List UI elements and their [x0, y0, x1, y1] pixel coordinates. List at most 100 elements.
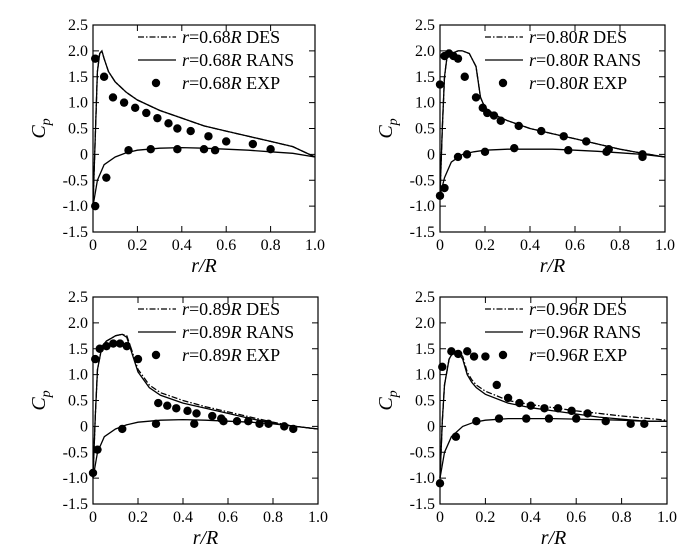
exp-data-point: [553, 404, 563, 413]
legend-marker: [498, 350, 508, 360]
y-tick-label: 2.0: [68, 315, 88, 332]
x-tick-label: 1.0: [305, 237, 325, 254]
x-tick-label: 1.0: [308, 509, 328, 526]
exp-data-point: [492, 380, 501, 390]
x-tick-label: 0.4: [520, 237, 540, 254]
exp-data-point: [515, 398, 524, 408]
exp-data-point: [481, 352, 490, 361]
y-tick-label: 2.0: [68, 43, 88, 60]
exp-data-point: [471, 93, 481, 102]
exp-data-point: [537, 126, 546, 136]
x-tick-label: 0.6: [216, 237, 236, 254]
y-tick-label: -1.5: [410, 224, 435, 241]
exp-data-point: [514, 121, 523, 131]
legend-label: r=0.96R DES: [529, 299, 627, 319]
y-tick-label: -0.5: [63, 444, 88, 461]
legend-label: r=0.96R RANS: [529, 322, 641, 342]
exp-data-point: [472, 417, 481, 426]
exp-data-point: [186, 126, 195, 136]
x-tick-label: 0.8: [263, 509, 283, 526]
exp-data-point: [540, 404, 549, 413]
x-tick-label: 0: [436, 509, 444, 526]
exp-data-point: [480, 147, 490, 156]
legend-marker: [498, 78, 508, 88]
y-tick-label: -1.0: [410, 470, 435, 487]
exp-data-point: [280, 422, 289, 431]
x-tick-label: 0.6: [218, 509, 238, 526]
exp-data-point: [435, 80, 445, 89]
x-tick-label: 0: [436, 237, 444, 254]
x-tick-label: 0: [89, 237, 97, 254]
y-tick-label: 1.0: [415, 95, 435, 112]
x-tick-label: 1.0: [655, 237, 675, 254]
exp-data-point: [626, 419, 635, 428]
x-axis-title: r/R: [541, 527, 567, 549]
exp-data-point: [222, 137, 231, 146]
legend-marker: [151, 78, 161, 88]
exp-data-point: [564, 146, 573, 155]
legend-label: r=0.80R RANS: [529, 50, 641, 70]
y-tick-label: 2.5: [68, 289, 88, 306]
y-axis-title: Cp: [28, 118, 54, 138]
exp-data-point: [192, 409, 201, 418]
exp-data-point: [146, 145, 155, 154]
panel-top-right: 0 0.2 0.4 0.6 0.8 1.0 -1.5 -1.0 -0.5 0 0.5 1.0 1.5 2.…: [375, 17, 675, 277]
exp-data-point: [95, 344, 104, 353]
y-tick-label: 0.5: [68, 393, 88, 410]
x-axis-title: r/R: [540, 255, 566, 277]
legend-label: r=0.96R EXP: [529, 345, 627, 365]
exp-data-point: [526, 401, 535, 410]
exp-data-point: [133, 354, 143, 364]
exp-data-point: [102, 341, 111, 351]
exp-data-point: [469, 352, 479, 361]
y-tick-label: -1.5: [63, 224, 88, 241]
rans-series-line: [439, 350, 667, 479]
y-tick-label: -0.5: [410, 172, 435, 189]
exp-data-point: [572, 414, 581, 423]
exp-data-point: [248, 139, 258, 149]
exp-data-point: [289, 424, 298, 434]
exp-data-point: [510, 143, 519, 153]
y-tick-label: 2.5: [415, 289, 435, 306]
y-tick-label: -1.0: [63, 470, 88, 487]
exp-data-point: [154, 398, 163, 408]
exp-data-point: [199, 145, 209, 154]
x-tick-label: 0.6: [566, 509, 586, 526]
exp-data-point: [264, 419, 273, 428]
exp-data-point: [583, 409, 592, 418]
exp-data-point: [232, 417, 242, 426]
exp-data-point: [453, 349, 463, 359]
exp-data-point: [266, 145, 275, 154]
y-tick-label: -0.5: [410, 444, 435, 461]
x-tick-label: 0.2: [475, 509, 495, 526]
exp-data-point: [173, 124, 182, 133]
x-tick-label: 0.8: [612, 509, 632, 526]
y-tick-label: 0: [427, 146, 435, 163]
legend-label: r=0.68R DES: [182, 27, 280, 47]
legend-label: r=0.80R DES: [529, 27, 627, 47]
y-tick-label: 1.5: [68, 341, 88, 358]
legend-label: r=0.68R EXP: [182, 73, 280, 93]
exp-data-point: [503, 393, 513, 403]
y-tick-label: -0.5: [63, 172, 88, 189]
y-tick-label: 0.5: [415, 121, 435, 138]
y-tick-label: -1.0: [63, 198, 88, 215]
exp-data-point: [122, 341, 131, 351]
panel-bottom-right: 0 0.2 0.4 0.6 0.8 1.0 -1.5 -1.0 -0.5 0 0.5 1.0 1.5 2.…: [375, 289, 677, 549]
exp-data-point: [173, 145, 182, 154]
y-tick-label: 2.5: [68, 17, 88, 34]
exp-data-point: [582, 137, 591, 146]
x-tick-label: 0.2: [475, 237, 495, 254]
x-tick-label: 1.0: [657, 509, 677, 526]
exp-data-point: [151, 419, 161, 428]
y-tick-label: 0.5: [415, 393, 435, 410]
exp-data-point: [204, 132, 213, 141]
y-tick-label: -1.0: [410, 198, 435, 215]
panel-bottom-left: 0 0.2 0.4 0.6 0.8 1.0 -1.5 -1.0 -0.5 0 0.5 1.0 1.5 2.…: [28, 289, 328, 549]
exp-data-point: [453, 152, 463, 162]
exp-data-point: [91, 201, 100, 211]
y-tick-label: 0: [80, 146, 88, 163]
x-tick-label: 0.2: [128, 509, 148, 526]
exp-data-point: [440, 183, 449, 193]
